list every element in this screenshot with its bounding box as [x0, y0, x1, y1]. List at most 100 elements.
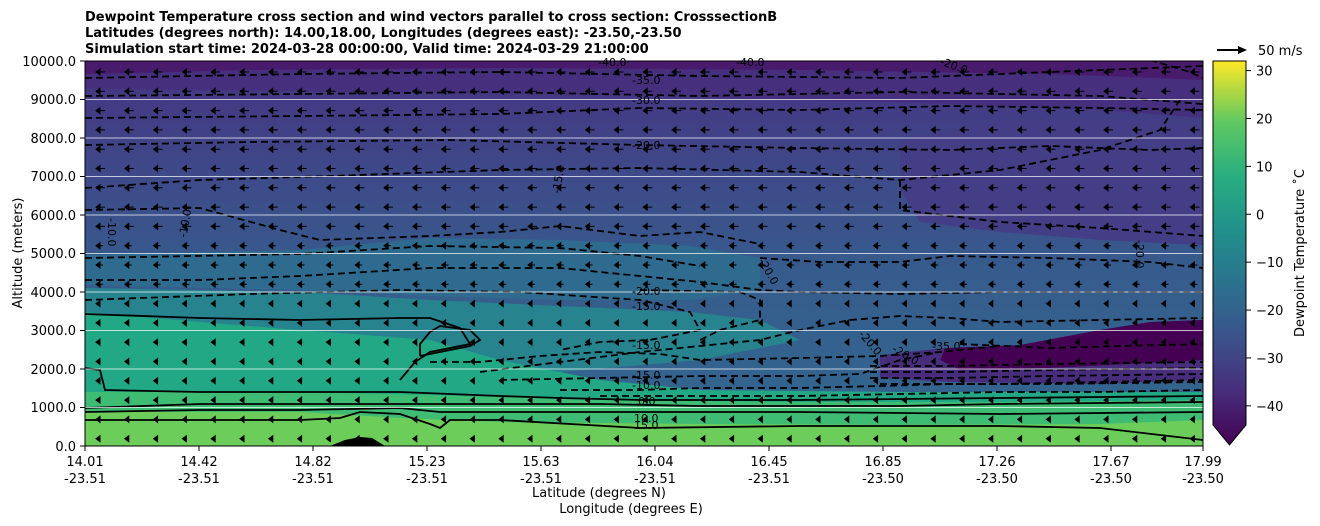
wind-vector — [440, 164, 451, 173]
wind-vector — [555, 183, 566, 192]
wind-vector — [1016, 203, 1027, 212]
wind-vector — [210, 357, 216, 366]
wind-vector — [469, 222, 480, 231]
wind-vector — [210, 203, 221, 212]
x-tick-lon: -23.51 — [634, 472, 676, 487]
wind-vector — [786, 338, 792, 347]
contour-label: -40.0 — [736, 56, 764, 69]
wind-vector — [95, 338, 101, 347]
wind-vector — [642, 261, 651, 269]
wind-vector — [1160, 183, 1171, 192]
wind-vector — [555, 222, 566, 231]
wind-vector — [1160, 145, 1171, 154]
wind-vector — [325, 415, 331, 424]
wind-vector — [267, 145, 278, 154]
wind-vector — [757, 318, 763, 327]
wind-vector — [354, 87, 365, 96]
wind-vector — [267, 241, 276, 250]
wind-vector — [1189, 396, 1195, 405]
wind-vector — [786, 318, 792, 327]
wind-vector — [181, 376, 187, 385]
wind-vector — [930, 415, 936, 424]
wind-vector — [527, 164, 537, 173]
x-tick-lat: 14.42 — [180, 455, 217, 470]
wind-vector — [671, 357, 677, 366]
wind-vector — [987, 318, 994, 327]
wind-vector — [498, 222, 509, 231]
wind-vector — [181, 164, 192, 173]
wind-vector — [498, 396, 504, 405]
wind-vector — [699, 280, 708, 289]
wind-vector — [613, 241, 622, 250]
wind-vector — [1160, 376, 1167, 385]
wind-vector — [1160, 241, 1169, 250]
wind-vector — [152, 318, 159, 327]
wind-vector — [498, 87, 509, 96]
wind-vector — [728, 280, 737, 289]
wind-vector — [1103, 241, 1111, 250]
colorbar-label: Dewpoint Temperature ˚C — [1292, 169, 1308, 337]
wind-vector — [181, 338, 187, 347]
wind-vector — [843, 183, 854, 192]
wind-vector — [1131, 106, 1142, 115]
wind-vector — [1045, 222, 1056, 231]
wind-vector — [1131, 318, 1138, 327]
wind-vector — [527, 280, 535, 289]
wind-vector — [1103, 434, 1109, 443]
wind-vector — [440, 299, 447, 308]
contour-label: -40.0 — [598, 56, 626, 69]
wind-vector — [411, 241, 420, 250]
wind-vector — [1016, 299, 1023, 308]
wind-vector — [1103, 318, 1109, 327]
wind-vector — [95, 434, 101, 443]
wind-vector — [296, 318, 303, 327]
wind-vector — [959, 434, 965, 443]
wind-vector — [296, 415, 303, 424]
wind-vector — [239, 261, 247, 269]
wind-vector — [1103, 125, 1113, 134]
wind-vector — [699, 183, 710, 192]
wind-vector — [901, 376, 907, 385]
wind-vector — [1103, 376, 1109, 385]
wind-vector — [584, 318, 591, 327]
wind-vector — [95, 87, 105, 96]
wind-vector — [354, 145, 365, 154]
wind-vector — [1131, 183, 1142, 192]
wind-vector — [757, 87, 768, 96]
wind-vector — [95, 183, 105, 192]
wind-vector — [699, 164, 710, 173]
wind-vector — [296, 145, 307, 154]
wind-vector — [95, 164, 105, 173]
wind-vector — [152, 280, 161, 289]
wind-vector — [1160, 280, 1169, 289]
wind-vector — [901, 203, 912, 212]
wind-vector — [757, 338, 763, 347]
wind-vector — [411, 203, 422, 212]
terrain — [330, 437, 385, 446]
wind-vector — [642, 106, 653, 115]
wind-vector — [901, 261, 910, 269]
wind-vector — [152, 125, 163, 134]
wind-vector — [411, 338, 418, 347]
wind-vector — [786, 357, 792, 366]
wind-vector — [411, 357, 418, 366]
wind-vector — [584, 338, 591, 347]
wind-vector — [1074, 415, 1080, 424]
wind-vector — [267, 415, 274, 424]
wind-vector — [498, 280, 507, 289]
wind-vector — [383, 338, 389, 347]
wind-vector — [354, 318, 360, 327]
wind-vector — [267, 299, 274, 308]
wind-vector — [411, 415, 418, 424]
wind-vector — [1131, 87, 1142, 96]
wind-vector — [987, 241, 996, 250]
wind-vector — [786, 164, 797, 173]
wind-vector — [959, 222, 969, 231]
wind-vector — [239, 183, 249, 192]
wind-vector — [1189, 338, 1195, 347]
wind-vector — [1074, 434, 1080, 443]
wind-vector — [671, 164, 681, 173]
wind-vector — [411, 125, 422, 134]
wind-vector — [930, 434, 936, 443]
